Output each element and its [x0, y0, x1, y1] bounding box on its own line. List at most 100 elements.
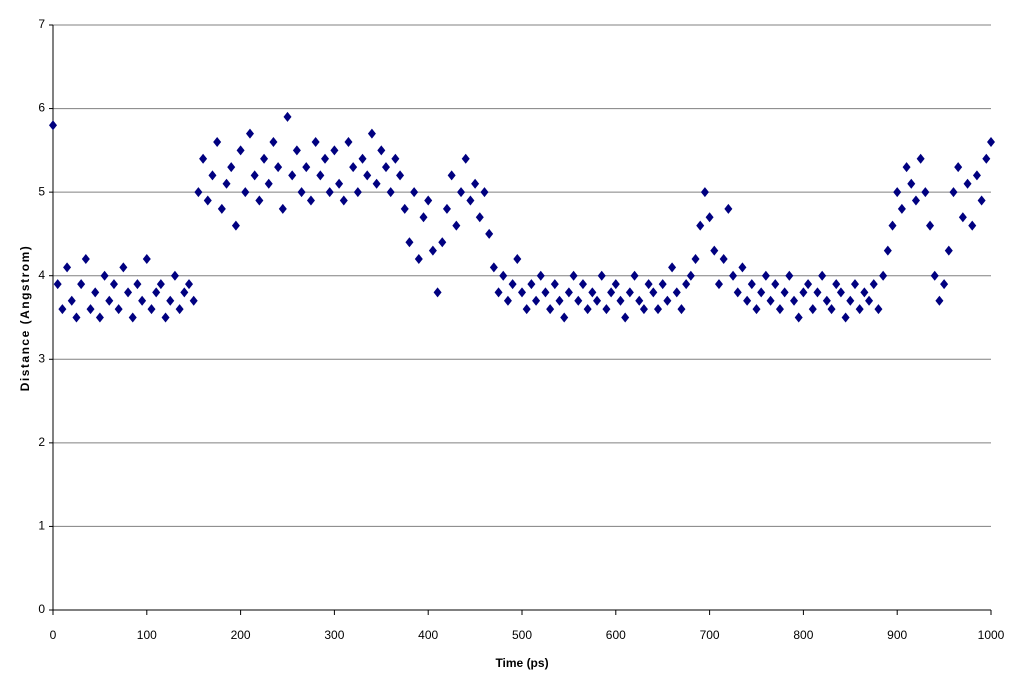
- point: [532, 295, 541, 306]
- point: [654, 304, 663, 315]
- point: [325, 187, 334, 198]
- point: [344, 137, 353, 147]
- point: [292, 145, 301, 156]
- point: [621, 312, 630, 323]
- point: [100, 270, 109, 281]
- point: [269, 137, 278, 147]
- point: [316, 170, 325, 181]
- point: [475, 212, 484, 223]
- point: [260, 153, 269, 164]
- point: [841, 312, 850, 323]
- point: [180, 287, 189, 298]
- point: [321, 153, 330, 164]
- point: [105, 295, 114, 306]
- point: [541, 287, 550, 298]
- y-axis-label: Distance (Angstrom): [18, 245, 32, 392]
- point: [714, 279, 723, 290]
- point: [245, 128, 254, 139]
- point: [644, 279, 653, 290]
- point: [874, 304, 883, 315]
- point: [372, 178, 381, 189]
- point: [949, 187, 958, 198]
- point: [236, 145, 245, 156]
- point: [860, 287, 869, 298]
- point: [349, 162, 358, 173]
- point: [888, 220, 897, 231]
- point: [940, 279, 949, 290]
- point: [330, 145, 339, 156]
- point: [428, 245, 437, 256]
- point: [705, 212, 714, 223]
- x-tick-label: 800: [793, 628, 813, 642]
- y-tick-label: 4: [38, 268, 45, 282]
- point: [302, 162, 311, 173]
- point: [972, 170, 981, 181]
- point: [822, 295, 831, 306]
- point: [58, 304, 67, 315]
- y-tick-label: 7: [38, 17, 45, 31]
- point: [199, 153, 208, 164]
- point: [724, 203, 733, 214]
- point: [283, 111, 292, 122]
- point: [128, 312, 137, 323]
- point: [719, 254, 728, 264]
- point: [513, 254, 522, 264]
- point: [95, 312, 104, 323]
- point: [790, 295, 799, 306]
- point: [170, 270, 179, 281]
- point: [274, 162, 283, 173]
- point: [508, 279, 517, 290]
- point: [194, 187, 203, 198]
- point: [743, 295, 752, 306]
- point: [189, 295, 198, 306]
- point: [86, 304, 95, 315]
- point: [457, 187, 466, 198]
- point: [353, 187, 362, 198]
- x-tick-label: 500: [512, 628, 532, 642]
- point: [902, 162, 911, 173]
- point: [663, 295, 672, 306]
- point: [419, 212, 428, 223]
- x-tick-label: 300: [324, 628, 344, 642]
- point: [832, 279, 841, 290]
- point: [433, 287, 442, 298]
- point: [499, 270, 508, 281]
- point: [471, 178, 480, 189]
- point: [682, 279, 691, 290]
- point: [222, 178, 231, 189]
- point: [410, 187, 419, 198]
- point: [818, 270, 827, 281]
- point: [897, 203, 906, 214]
- point: [133, 279, 142, 290]
- x-axis-label: Time (ps): [495, 656, 548, 670]
- point: [297, 187, 306, 198]
- point: [114, 304, 123, 315]
- point: [381, 162, 390, 173]
- point: [935, 295, 944, 306]
- point: [77, 279, 86, 290]
- point: [485, 228, 494, 239]
- point: [339, 195, 348, 206]
- point: [208, 170, 217, 181]
- point: [288, 170, 297, 181]
- point: [780, 287, 789, 298]
- point: [546, 304, 555, 315]
- point: [813, 287, 822, 298]
- point: [461, 153, 470, 164]
- point: [761, 270, 770, 281]
- point: [363, 170, 372, 181]
- point: [958, 212, 967, 223]
- point: [555, 295, 564, 306]
- point: [729, 270, 738, 281]
- point: [639, 304, 648, 315]
- point: [879, 270, 888, 281]
- point: [752, 304, 761, 315]
- point: [518, 287, 526, 298]
- point: [588, 287, 597, 298]
- point: [442, 203, 451, 214]
- point: [766, 295, 775, 306]
- x-tick-label: 0: [50, 628, 57, 642]
- point: [738, 262, 747, 273]
- point: [597, 270, 606, 281]
